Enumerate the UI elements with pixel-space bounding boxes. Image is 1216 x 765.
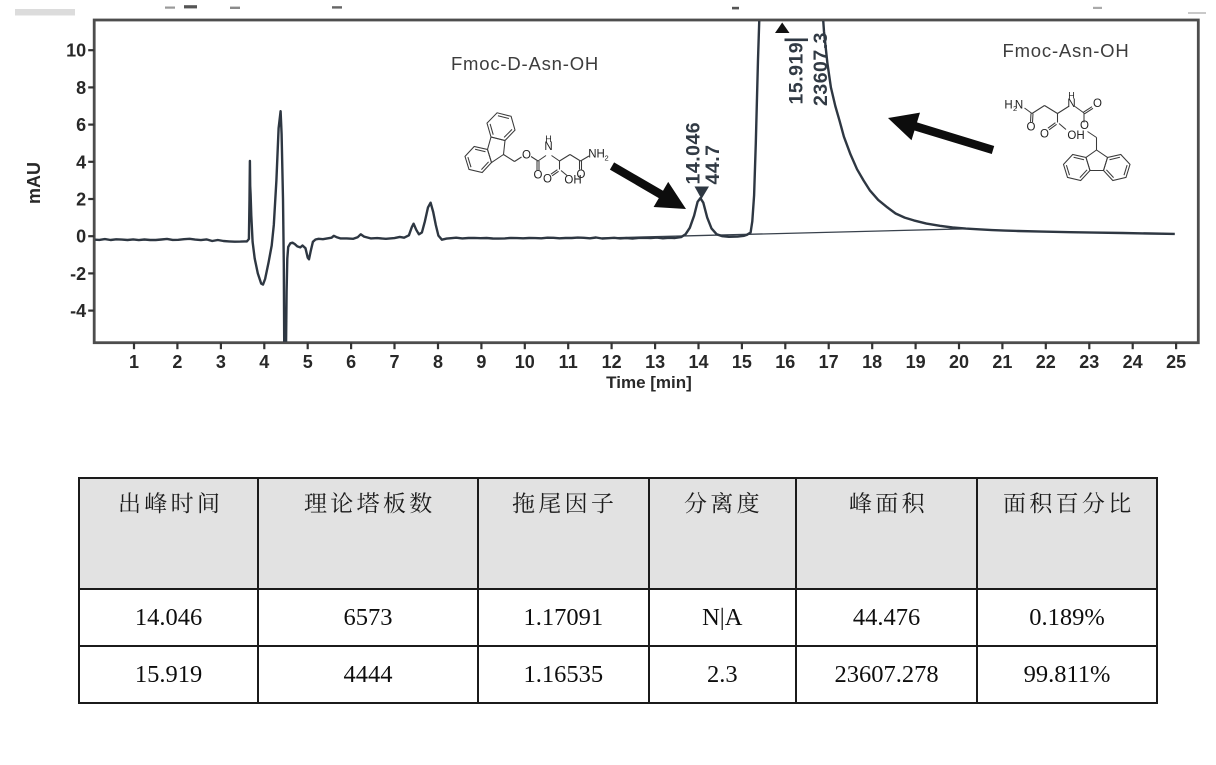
- svg-text:10: 10: [66, 41, 86, 61]
- svg-text:8: 8: [76, 78, 86, 98]
- svg-text:N: N: [544, 141, 552, 153]
- svg-text:N: N: [1015, 100, 1023, 112]
- svg-text:H: H: [1004, 100, 1012, 112]
- svg-text:O: O: [1093, 98, 1102, 110]
- svg-text:7: 7: [389, 352, 399, 372]
- svg-text:Time [min]: Time [min]: [606, 373, 692, 392]
- svg-text:4: 4: [259, 352, 269, 372]
- svg-text:H: H: [545, 134, 552, 144]
- svg-text:17: 17: [819, 352, 839, 372]
- svg-text:O: O: [1027, 122, 1036, 134]
- svg-text:12: 12: [602, 352, 622, 372]
- svg-text:Fmoc-D-Asn-OH: Fmoc-D-Asn-OH: [451, 53, 599, 74]
- svg-text:5: 5: [303, 352, 313, 372]
- svg-text:O: O: [1080, 120, 1089, 132]
- svg-text:1: 1: [129, 352, 139, 372]
- svg-text:O: O: [543, 174, 552, 186]
- svg-text:14: 14: [688, 352, 708, 372]
- svg-text:O: O: [577, 169, 586, 181]
- svg-text:2: 2: [605, 154, 609, 163]
- svg-text:O: O: [1040, 129, 1049, 141]
- svg-text:Fmoc-Asn-OH: Fmoc-Asn-OH: [1003, 40, 1130, 61]
- svg-text:14.046: 14.046: [683, 122, 705, 185]
- svg-text:24: 24: [1123, 352, 1143, 372]
- svg-text:21: 21: [992, 352, 1012, 372]
- svg-text:6: 6: [346, 352, 356, 372]
- svg-text:10: 10: [515, 352, 535, 372]
- svg-text:15.919: 15.919: [786, 42, 808, 105]
- svg-text:O: O: [534, 170, 543, 182]
- svg-text:4: 4: [76, 152, 86, 172]
- svg-text:O: O: [522, 150, 531, 162]
- svg-text:44.7: 44.7: [702, 145, 724, 185]
- svg-text:13: 13: [645, 352, 665, 372]
- svg-text:-4: -4: [70, 301, 86, 321]
- svg-text:2: 2: [172, 352, 182, 372]
- svg-text:8: 8: [433, 352, 443, 372]
- svg-text:OH: OH: [564, 175, 581, 187]
- svg-text:18: 18: [862, 352, 882, 372]
- svg-text:H: H: [1068, 91, 1075, 101]
- svg-text:15: 15: [732, 352, 752, 372]
- svg-text:NH: NH: [588, 149, 605, 161]
- svg-text:0: 0: [76, 227, 86, 247]
- svg-text:11: 11: [559, 352, 578, 372]
- svg-text:2: 2: [1013, 104, 1017, 113]
- svg-text:20: 20: [949, 352, 969, 372]
- svg-text:23607.3: 23607.3: [810, 32, 832, 106]
- svg-text:-2: -2: [70, 264, 86, 284]
- svg-text:25: 25: [1166, 352, 1186, 372]
- svg-text:6: 6: [76, 115, 86, 135]
- svg-text:19: 19: [906, 352, 926, 372]
- svg-text:2: 2: [76, 190, 86, 210]
- svg-text:3: 3: [216, 352, 226, 372]
- svg-text:N: N: [1067, 98, 1075, 110]
- svg-text:OH: OH: [1067, 130, 1084, 142]
- svg-text:22: 22: [1036, 352, 1056, 372]
- svg-text:mAU: mAU: [24, 162, 44, 204]
- svg-text:16: 16: [775, 352, 795, 372]
- svg-text:23: 23: [1079, 352, 1099, 372]
- svg-text:9: 9: [476, 352, 486, 372]
